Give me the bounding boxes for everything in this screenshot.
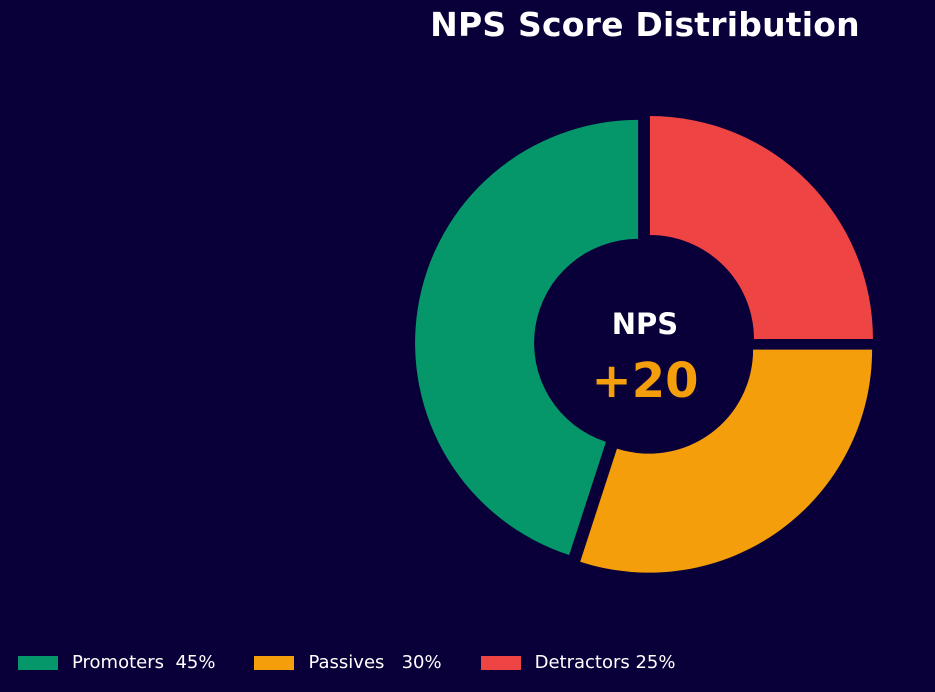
nps-value: +20	[591, 353, 699, 409]
legend-item-passives: Passives 30%	[254, 652, 442, 674]
legend: Promoters 45% Passives 30% Detractors 25…	[18, 652, 715, 674]
donut-slice-promoters	[415, 119, 639, 555]
legend-label-passives: Passives 30%	[308, 652, 442, 673]
chart-title: NPS Score Distribution	[430, 5, 860, 44]
legend-swatch-passives	[254, 656, 295, 670]
legend-label-promoters: Promoters 45%	[72, 652, 216, 673]
nps-caption: NPS	[611, 307, 679, 341]
legend-label-detractors: Detractors 25%	[534, 652, 676, 673]
legend-swatch-detractors	[480, 656, 521, 670]
donut-slice-detractors	[649, 116, 873, 340]
legend-item-promoters: Promoters 45%	[18, 652, 215, 674]
legend-item-detractors: Detractors 25%	[480, 652, 676, 674]
donut-slice-passives	[580, 349, 873, 573]
legend-swatch-promoters	[18, 656, 58, 670]
